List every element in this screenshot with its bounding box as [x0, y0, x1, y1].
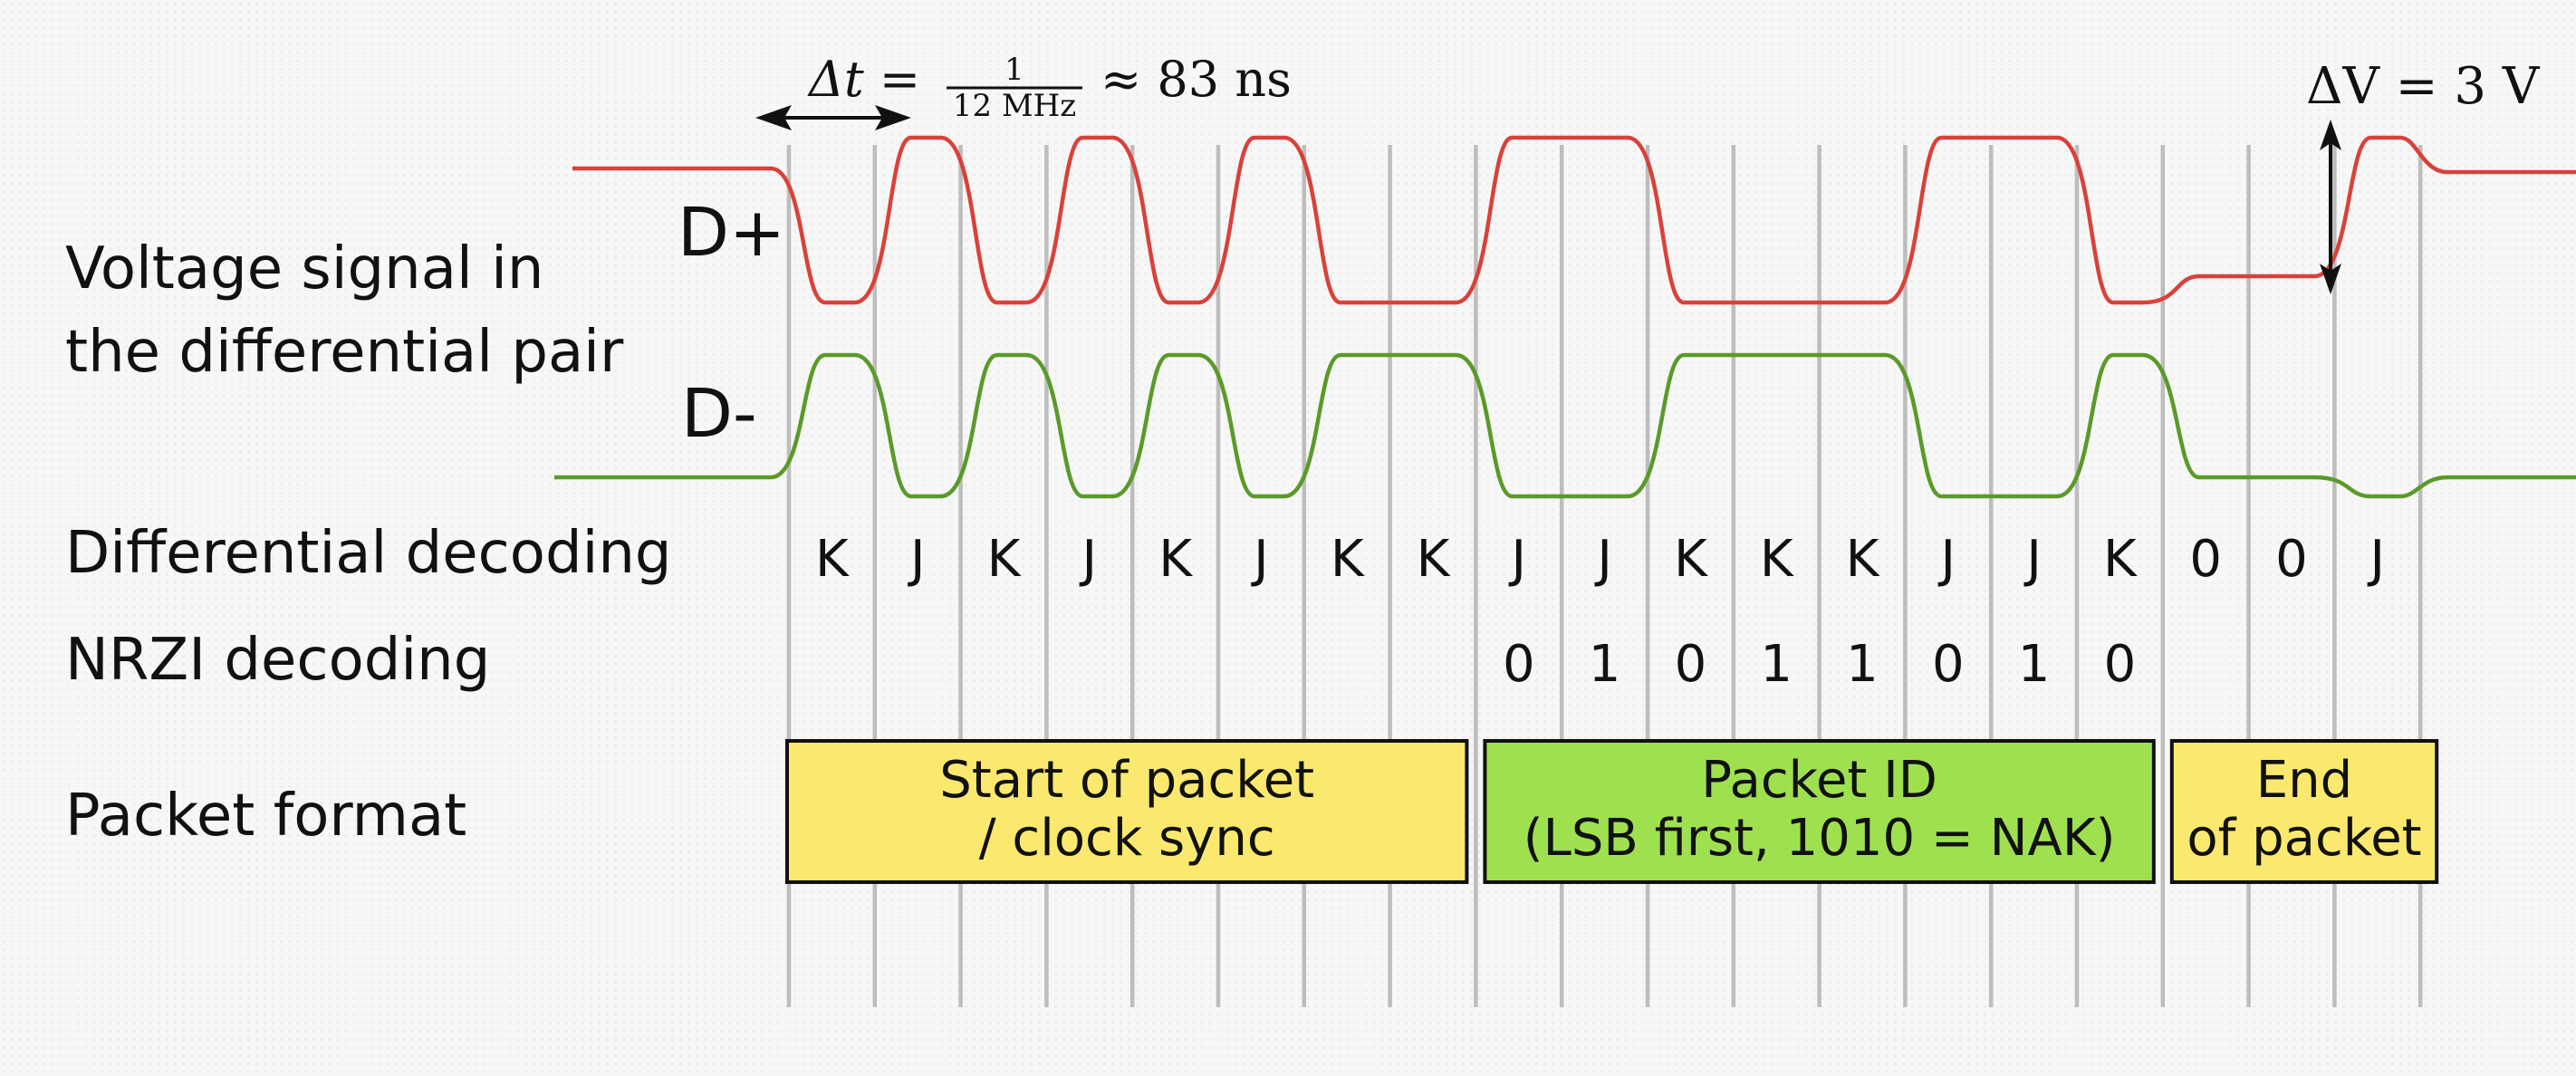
nrzi-decoding-label: NRZI decoding [65, 627, 490, 694]
differential-symbol: 0 [2275, 530, 2308, 589]
nrzi-bit: 0 [1932, 635, 1965, 694]
packet-box-line2: / clock sync [979, 809, 1275, 868]
delta-v-text: ΔV = 3 V [2306, 57, 2541, 116]
packet-box: Packet ID(LSB first, 1010 = NAK) [1485, 741, 2153, 882]
nrzi-bit: 1 [2018, 635, 2051, 694]
differential-symbol: 0 [2189, 530, 2222, 589]
delta-t-numerator: 1 [1004, 52, 1024, 88]
delta-t-annotation: Δt = 1 12 MHz ≈ 83 ns [755, 51, 1292, 130]
differential-symbol: K [1674, 530, 1708, 589]
differential-symbol: J [908, 530, 926, 589]
nrzi-bit: 0 [2104, 635, 2137, 694]
differential-symbol: J [1938, 530, 1956, 589]
differential-decoding-label: Differential decoding [65, 520, 672, 587]
differential-symbol: K [2103, 530, 2138, 589]
differential-symbol: J [1251, 530, 1269, 589]
nrzi-bit: 1 [1846, 635, 1879, 694]
delta-t-rhs: ≈ 83 ns [1101, 51, 1292, 108]
differential-symbol: K [1417, 530, 1451, 589]
packet-box-line1: Packet ID [1701, 751, 1937, 810]
voltage-label-line2: the differential pair [65, 319, 624, 386]
packet-box-line2: of packet [2187, 809, 2421, 868]
differential-symbol: K [1158, 530, 1193, 589]
dminus-label: D- [681, 375, 757, 453]
dminus-waveform [554, 355, 2576, 496]
delta-t-denominator: 12 MHz [953, 88, 1076, 124]
delta-v-annotation: ΔV = 3 V [2306, 57, 2541, 294]
voltage-label-line1: Voltage signal in [65, 235, 543, 303]
packet-box: Start of packet/ clock sync [787, 741, 1466, 882]
differential-symbol: K [1331, 530, 1365, 589]
packet-format-label: Packet format [65, 783, 466, 850]
differential-symbol: J [2023, 530, 2042, 589]
nrzi-bit: 0 [1675, 635, 1707, 694]
differential-symbol: J [1080, 530, 1098, 589]
nrzi-bit: 1 [1760, 635, 1793, 694]
packet-box-line1: Start of packet [939, 751, 1314, 810]
nrzi-bit: 1 [1589, 635, 1621, 694]
packet-box-line1: End [2256, 751, 2352, 810]
differential-symbol: J [1594, 530, 1612, 589]
differential-symbol: J [2368, 530, 2386, 589]
differential-symbol: K [815, 530, 850, 589]
differential-symbol: K [1846, 530, 1880, 589]
nrzi-bit: 0 [1503, 635, 1535, 694]
packet-box-line2: (LSB first, 1010 = NAK) [1523, 809, 2116, 868]
dplus-label: D+ [678, 194, 785, 272]
differential-symbol: J [1509, 530, 1527, 589]
differential-symbol: K [1760, 530, 1794, 589]
delta-t-lhs: Δt = [807, 51, 920, 108]
differential-symbol: K [987, 530, 1022, 589]
